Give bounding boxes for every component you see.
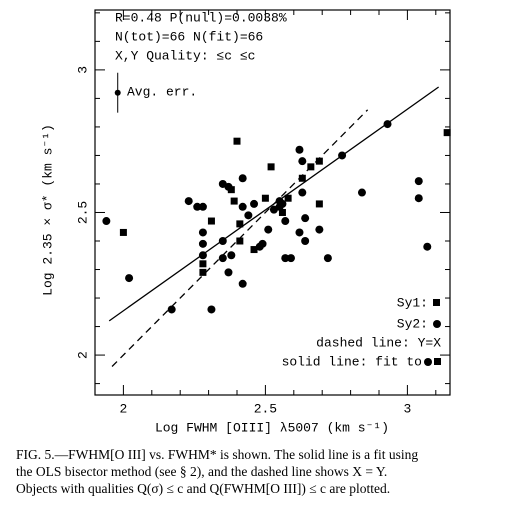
point (295, 145, 304, 154)
point (258, 239, 267, 248)
point (298, 174, 306, 182)
point (264, 225, 273, 234)
point (301, 237, 310, 245)
point (207, 217, 215, 225)
point (278, 199, 287, 208)
caption-line: FIG. 5.—FWHM[O III] vs. FWHM* is shown. … (16, 447, 419, 462)
error-label: Avg. err. (127, 84, 197, 99)
point (207, 305, 216, 314)
point (198, 228, 207, 237)
point (244, 211, 253, 220)
legend-marker (433, 299, 440, 306)
caption: FIG. 5.—FWHM[O III] vs. FWHM* is shown. … (16, 446, 506, 497)
point (357, 188, 366, 197)
point (238, 202, 247, 211)
legend-label: Sy2: (397, 316, 428, 331)
point (315, 200, 323, 208)
point (193, 202, 202, 211)
point (238, 279, 247, 288)
point (198, 202, 207, 211)
point (230, 197, 238, 205)
point (233, 137, 241, 145)
legend-marker (424, 358, 432, 366)
x-axis-label: Log FWHM [OIII] λ5007 (km s⁻¹) (155, 420, 389, 435)
fit-line (108, 86, 440, 322)
point (125, 274, 134, 283)
legend-marker (433, 320, 441, 328)
point (295, 228, 304, 237)
point (199, 268, 207, 276)
point (102, 217, 111, 226)
point (227, 186, 235, 194)
point (298, 188, 307, 197)
chart: R=0.48 P(null)=0.0038% N(tot)=66 N(fit)=… (40, 9, 451, 435)
point (281, 254, 290, 263)
point (315, 157, 323, 165)
point (261, 194, 269, 202)
point (227, 251, 236, 260)
legend-label: Sy1: (397, 295, 428, 310)
point (238, 174, 247, 183)
point (383, 120, 392, 129)
point (298, 157, 307, 166)
x-tick-label: 2 (119, 401, 127, 416)
point (198, 239, 207, 248)
y-tick-label: 3 (75, 66, 90, 74)
caption-line: Objects with qualities Q(σ) ≤ c and Q(FW… (16, 481, 391, 496)
point (250, 246, 258, 254)
point (218, 237, 227, 245)
annotation: N(tot)=66 N(fit)=66 (115, 29, 263, 44)
point (414, 177, 423, 186)
point (315, 225, 324, 234)
point (167, 305, 176, 314)
point (236, 237, 244, 245)
point (301, 214, 310, 223)
annotation: X,Y Quality: ≤c ≤c (115, 48, 255, 63)
y-tick-label: 2 (75, 351, 90, 359)
point (338, 151, 347, 160)
caption-line: the OLS bisector method (see § 2), and t… (16, 464, 388, 479)
point (443, 129, 451, 137)
point (423, 242, 432, 251)
point (278, 208, 286, 216)
point (224, 182, 233, 191)
point (250, 199, 259, 208)
point (224, 268, 233, 277)
point (323, 254, 332, 263)
point (236, 220, 244, 228)
x-tick-label: 2.5 (254, 401, 277, 416)
point (119, 228, 127, 236)
x-tick-label: 3 (403, 401, 411, 416)
error-point (114, 89, 121, 96)
legend-marker (434, 358, 441, 365)
y-axis-label: Log 2.35 × σ* (km s⁻¹) (40, 124, 55, 296)
point (281, 217, 290, 226)
legend-label: dashed line: Y=X (316, 335, 441, 350)
y-tick-label: 2.5 (75, 201, 90, 224)
point (414, 194, 423, 203)
point (184, 197, 193, 206)
point (199, 260, 207, 268)
annotation: R=0.48 P(null)=0.0038% (115, 10, 287, 25)
point (267, 163, 275, 171)
legend-label: solid line: fit to (282, 354, 422, 369)
point (218, 254, 227, 263)
point (286, 254, 295, 263)
point (307, 163, 315, 171)
point (284, 194, 292, 202)
point (198, 251, 207, 260)
plot-frame (94, 9, 451, 396)
